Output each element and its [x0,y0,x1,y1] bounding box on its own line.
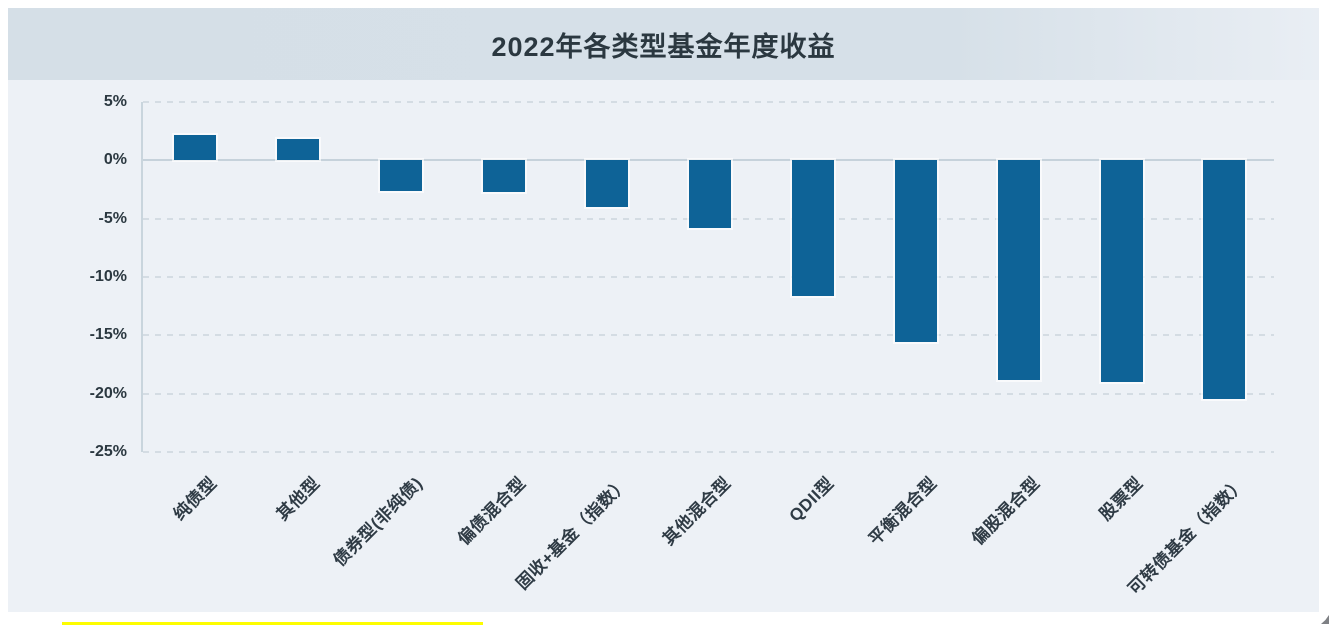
x-axis-category-label: 其他型 [272,473,324,525]
x-axis-category-label: 偏股混合型 [968,473,1044,549]
bar [586,160,628,207]
y-axis-tick-label: -20% [89,384,127,402]
x-axis-category-label: QDII型 [785,473,838,526]
x-axis-category-label: 纯债型 [169,473,221,525]
bar [894,160,937,343]
bar [997,160,1040,380]
gridline [143,392,1274,395]
bar [174,134,217,161]
chart-title: 2022年各类型基金年度收益 [491,31,836,62]
highlight-strip [62,622,483,625]
bar [791,160,834,296]
y-axis-tick-label: -5% [98,209,127,227]
x-axis-category-label: 其他混合型 [659,473,735,549]
y-axis-tick-label: -25% [89,443,127,460]
y-axis-tick-label: -10% [89,268,127,285]
chart-title-band: 2022年各类型基金年度收益 [8,8,1319,80]
x-axis-category-labels: 纯债型 其他型 债券型(非纯债) 偏债混合型 固收+基金（指数） 其他混合型 QDII型 平衡… [8,8,1319,612]
y-axis-line [141,102,143,452]
cursor-artifact [1321,615,1329,624]
bar [688,160,731,228]
chart-card: 2022年各类型基金年度收益 5% 0% -5% -10% -15% -20% -25% 纯… [8,8,1319,612]
bar [277,139,320,161]
x-axis-category-label: 平衡混合型 [865,473,941,549]
gridline [143,276,1274,278]
bar [380,160,423,191]
bar [483,160,526,192]
gridline [143,334,1274,337]
bar [1203,160,1246,400]
x-axis-category-label: 债券型(非纯债) [329,473,427,570]
x-axis-category-label: 偏债混合型 [453,473,530,549]
y-axis-tick-labels: 5% 0% -5% -10% -15% -20% -25% [8,93,127,460]
gridline [143,451,1274,453]
bar [1100,160,1143,382]
y-axis-tick-label: 5% [103,93,127,110]
x-axis-category-label: 股票型 [1095,473,1147,525]
y-axis-tick-label: -15% [89,326,127,344]
y-axis-tick-label: 0% [103,151,127,169]
gridline [143,101,1274,103]
plot-area [141,101,1274,453]
